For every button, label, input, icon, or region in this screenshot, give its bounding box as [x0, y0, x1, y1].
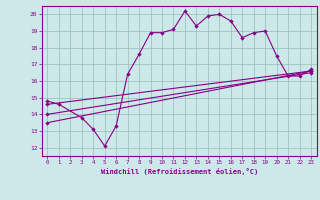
X-axis label: Windchill (Refroidissement éolien,°C): Windchill (Refroidissement éolien,°C) — [100, 168, 258, 175]
